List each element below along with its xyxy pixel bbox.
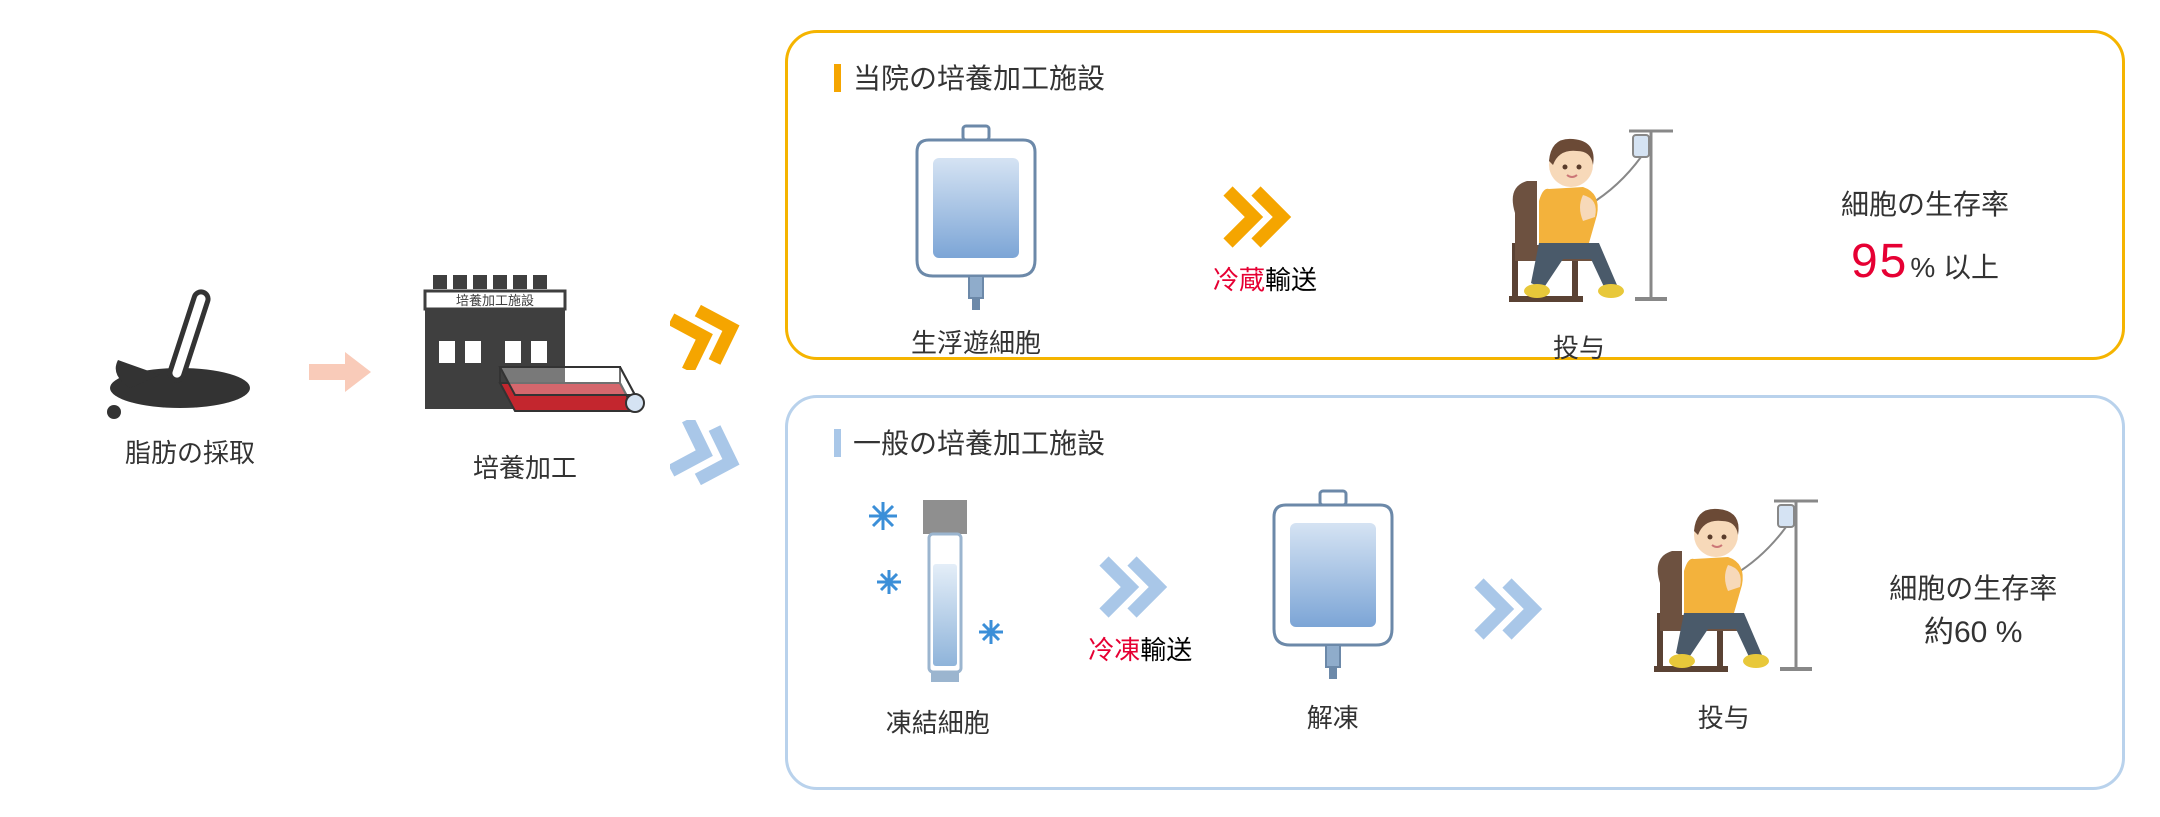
frozen-tube-icon [853,482,1023,692]
item-frozen-cells: 凍結細胞 [853,482,1023,740]
admin-label-bot: 投与 [1624,698,1824,735]
item-thaw: 解凍 [1258,487,1408,735]
survival-value-top: 95% 以上 [1841,226,2009,298]
frozen-transport-label: 冷凍輸送 [1088,630,1192,667]
arrow-pink [305,350,375,399]
cold-transport-label: 冷蔵輸送 [1213,260,1317,297]
iv-bag-icon [901,122,1051,312]
box-general-facility: 一般の培養加工施設 凍結細胞 [785,395,2125,790]
floating-cells-label: 生浮遊細胞 [901,323,1051,360]
stage-fat-extraction: 脂肪の採取 [90,280,290,470]
bot-title-text: 一般の培養加工施設 [853,428,1105,459]
item-floating-cells: 生浮遊細胞 [901,122,1051,360]
scalpel-icon [100,280,280,420]
title-bar-icon [834,429,841,457]
admin-label-top: 投与 [1479,328,1679,365]
survival-rate-top: 細胞の生存率 95% 以上 [1841,184,2009,298]
survival-value-bot: 約60 % [1889,610,2057,655]
patient-icon [1624,487,1824,687]
top-title-text: 当院の培養加工施設 [853,63,1105,94]
chevron-blue-icon [1098,555,1183,619]
iv-bag-icon [1258,487,1408,687]
stage2-label: 培養加工 [400,448,650,485]
building-sign-text: 培養加工施設 [456,293,534,308]
chevron-split-bot [670,420,765,495]
chevron-orange-icon [1222,185,1307,249]
title-bar-icon [834,64,841,92]
facility-icon: 培養加工施設 [405,255,645,435]
stage1-label: 脂肪の採取 [90,433,290,470]
survival-label-bot: 細胞の生存率 [1889,568,2057,610]
patient-icon [1479,117,1679,317]
thaw-label: 解凍 [1258,698,1408,735]
chevron-split-top [670,300,765,375]
survival-label-top: 細胞の生存率 [1841,184,2009,226]
arrow-frozen-transport: 冷凍輸送 [1088,555,1192,667]
chevron-blue-icon [1473,577,1558,641]
survival-rate-bot: 細胞の生存率 約60 % [1889,568,2057,655]
frozen-cells-label: 凍結細胞 [853,703,1023,740]
item-administration-bot: 投与 [1624,487,1824,735]
box-our-facility: 当院の培養加工施設 生浮遊細胞 冷蔵輸送 [785,30,2125,360]
arrow-cold-transport: 冷蔵輸送 [1213,185,1317,297]
stage-culture: 培養加工施設 培養加工 [400,255,650,485]
arrow-to-admin [1473,577,1558,646]
bot-box-title: 一般の培養加工施設 [820,422,2090,462]
item-administration-top: 投与 [1479,117,1679,365]
top-box-title: 当院の培養加工施設 [820,57,2090,97]
